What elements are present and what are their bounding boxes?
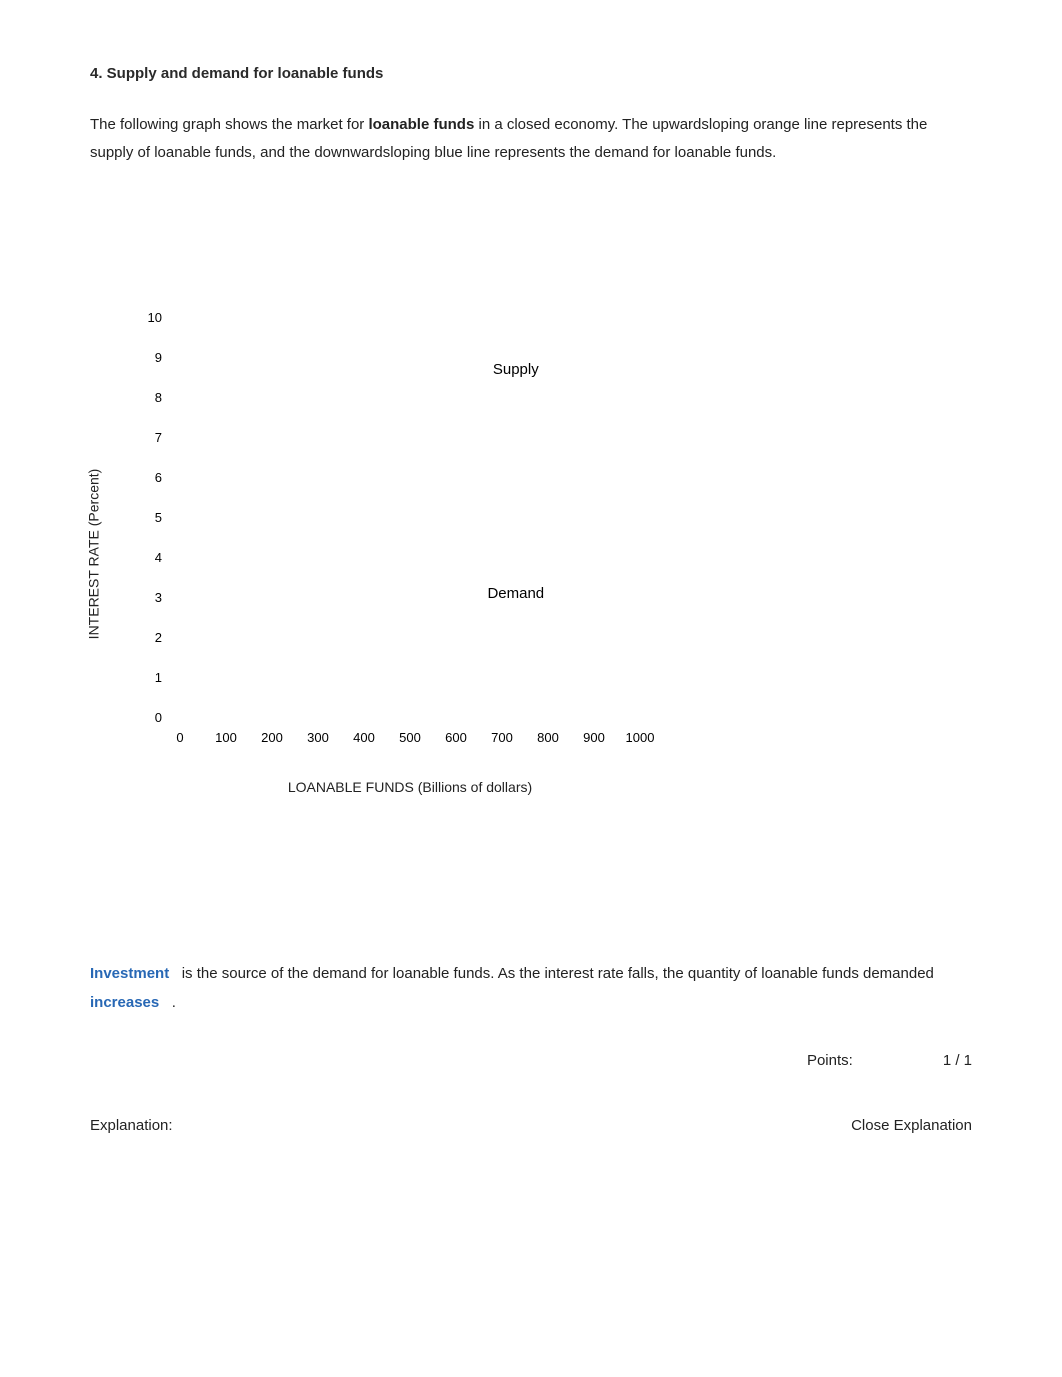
points-row: Points: 1 / 1 bbox=[90, 1047, 972, 1076]
svg-text:200: 200 bbox=[261, 730, 283, 745]
svg-text:9: 9 bbox=[155, 350, 162, 365]
svg-text:2: 2 bbox=[155, 630, 162, 645]
svg-text:6: 6 bbox=[155, 470, 162, 485]
answer-blank-2: increases bbox=[90, 994, 159, 1011]
x-axis-label: LOANABLE FUNDS (Billions of dollars) bbox=[180, 774, 640, 801]
svg-text:100: 100 bbox=[215, 730, 237, 745]
svg-text:800: 800 bbox=[537, 730, 559, 745]
fill-text-2: . bbox=[172, 994, 176, 1011]
svg-text:10: 10 bbox=[148, 310, 162, 325]
points-score: 1 / 1 bbox=[943, 1047, 972, 1076]
svg-text:500: 500 bbox=[399, 730, 421, 745]
svg-text:0: 0 bbox=[155, 710, 162, 725]
answer-blank-1: Investment bbox=[90, 965, 169, 982]
fill-in-paragraph: Investment is the source of the demand f… bbox=[90, 960, 972, 1017]
question-intro: The following graph shows the market for… bbox=[90, 111, 972, 168]
svg-text:Demand: Demand bbox=[487, 585, 544, 602]
svg-text:5: 5 bbox=[155, 510, 162, 525]
svg-text:700: 700 bbox=[491, 730, 513, 745]
svg-text:600: 600 bbox=[445, 730, 467, 745]
svg-text:7: 7 bbox=[155, 430, 162, 445]
points-label: Points: bbox=[807, 1047, 853, 1076]
intro-pre: The following graph shows the market for bbox=[90, 116, 368, 133]
svg-text:300: 300 bbox=[307, 730, 329, 745]
y-axis-label: INTEREST RATE (Percent) bbox=[81, 468, 108, 639]
close-explanation-link[interactable]: Close Explanation bbox=[851, 1112, 972, 1141]
svg-text:4: 4 bbox=[155, 550, 162, 565]
svg-text:400: 400 bbox=[353, 730, 375, 745]
fill-text-1: is the source of the demand for loanable… bbox=[182, 965, 934, 982]
explanation-label: Explanation: bbox=[90, 1112, 173, 1141]
question-title: 4. Supply and demand for loanable funds bbox=[90, 60, 972, 89]
svg-text:1: 1 bbox=[155, 670, 162, 685]
svg-text:0: 0 bbox=[176, 730, 183, 745]
explanation-row: Explanation: Close Explanation bbox=[90, 1112, 972, 1141]
svg-text:900: 900 bbox=[583, 730, 605, 745]
chart-svg: 0123456789100100200300400500600700800900… bbox=[110, 308, 690, 768]
svg-text:8: 8 bbox=[155, 390, 162, 405]
svg-text:Supply: Supply bbox=[493, 361, 539, 378]
svg-text:1000: 1000 bbox=[626, 730, 655, 745]
loanable-funds-chart: INTEREST RATE (Percent) 0123456789100100… bbox=[110, 308, 972, 801]
svg-text:3: 3 bbox=[155, 590, 162, 605]
intro-bold: loanable funds bbox=[368, 116, 474, 133]
